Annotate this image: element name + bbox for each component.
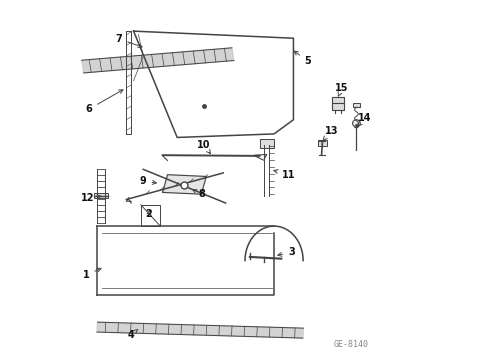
Polygon shape (82, 48, 234, 73)
Polygon shape (97, 322, 303, 338)
Text: 15: 15 (335, 83, 349, 96)
Text: 13: 13 (322, 126, 338, 141)
Bar (318, 140, 327, 146)
Text: 12: 12 (81, 193, 101, 203)
Text: 10: 10 (197, 140, 211, 154)
Text: 9: 9 (140, 176, 156, 186)
Bar (94, 193, 108, 198)
Text: 8: 8 (193, 189, 205, 199)
Bar (260, 139, 274, 148)
Text: 14: 14 (358, 113, 372, 126)
Text: 1: 1 (83, 268, 101, 280)
Text: 4: 4 (128, 329, 138, 340)
Text: 11: 11 (274, 170, 295, 180)
Text: 2: 2 (146, 209, 152, 219)
Text: 7: 7 (116, 34, 142, 48)
Text: 6: 6 (86, 90, 123, 114)
Text: 5: 5 (294, 51, 311, 66)
Text: GE-8140: GE-8140 (334, 340, 369, 349)
Bar (332, 97, 344, 110)
Text: 3: 3 (278, 247, 295, 257)
Polygon shape (163, 175, 206, 194)
Ellipse shape (352, 120, 360, 127)
Bar (352, 103, 360, 107)
